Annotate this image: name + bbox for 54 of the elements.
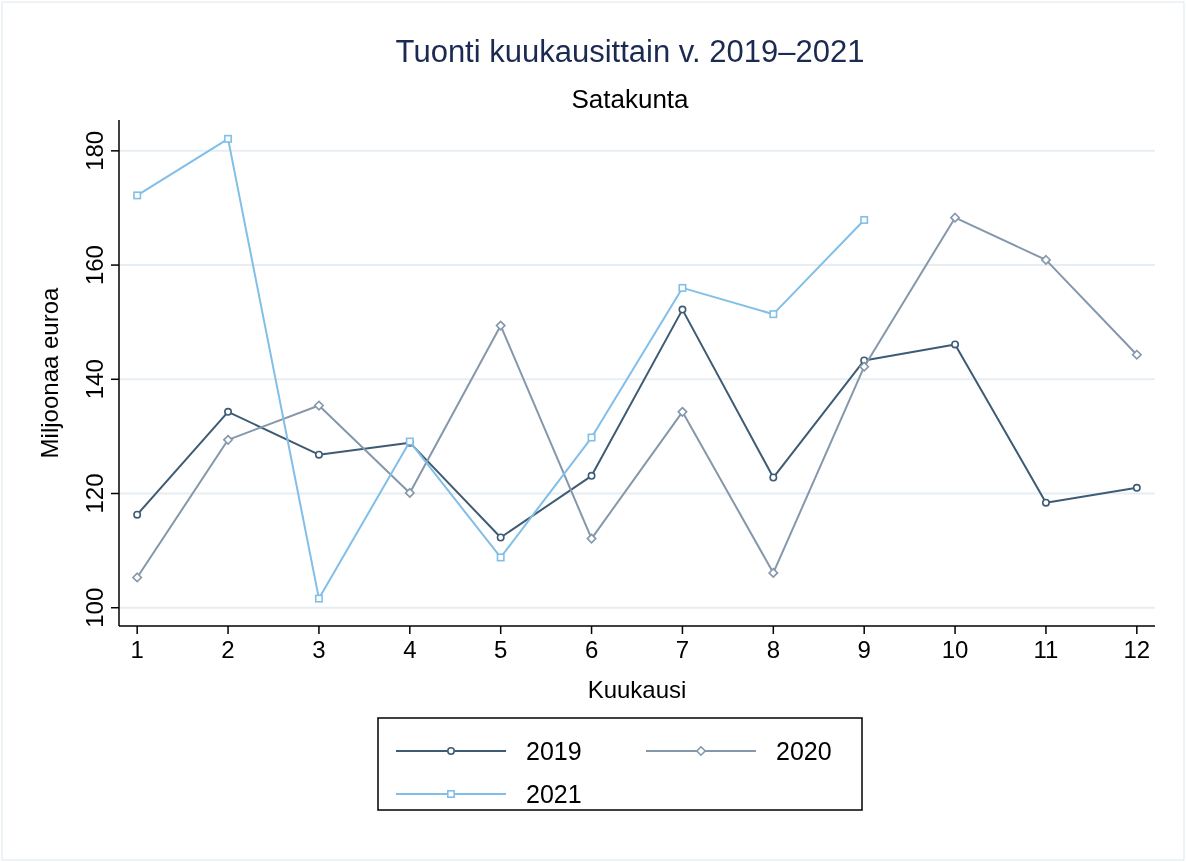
x-tick-label: 11 bbox=[1033, 636, 1059, 663]
point bbox=[224, 134, 233, 143]
point bbox=[860, 215, 869, 224]
y-tick-label: 140 bbox=[81, 359, 108, 400]
point bbox=[586, 533, 597, 544]
x-tick-label: 3 bbox=[312, 636, 326, 663]
x-tick-label: 7 bbox=[675, 636, 690, 663]
x-tick-label: 12 bbox=[1123, 636, 1151, 663]
x-axis-title: Kuukausi bbox=[587, 676, 687, 703]
x-tick-label: 1 bbox=[130, 636, 144, 663]
point bbox=[769, 473, 778, 482]
legend-label: 2019 bbox=[526, 737, 582, 765]
point bbox=[768, 567, 779, 578]
point bbox=[314, 450, 323, 459]
y-axis-title: Miljoonaa euroa bbox=[36, 286, 63, 459]
point bbox=[133, 191, 142, 200]
point bbox=[859, 361, 870, 372]
y-tick-label: 160 bbox=[81, 245, 108, 286]
x-tick-label: 8 bbox=[766, 636, 780, 663]
point bbox=[133, 510, 142, 519]
y-tick-label: 180 bbox=[81, 130, 108, 171]
point bbox=[951, 340, 960, 349]
point bbox=[587, 433, 596, 442]
legend-label: 2021 bbox=[526, 780, 582, 808]
x-tick-label: 6 bbox=[584, 636, 599, 663]
y-tick-label: 100 bbox=[81, 587, 108, 628]
point bbox=[1131, 349, 1142, 360]
x-tick-label: 4 bbox=[403, 636, 417, 663]
point bbox=[587, 471, 596, 480]
y-tick-label: 120 bbox=[81, 473, 108, 514]
point bbox=[678, 305, 687, 314]
point bbox=[769, 310, 778, 319]
point bbox=[314, 594, 323, 603]
x-tick-label: 2 bbox=[221, 636, 235, 663]
point bbox=[132, 572, 143, 583]
x-tick-label: 9 bbox=[857, 636, 871, 663]
point bbox=[223, 434, 234, 445]
point bbox=[950, 212, 961, 223]
point bbox=[1132, 483, 1141, 492]
point bbox=[496, 553, 505, 562]
point bbox=[677, 406, 688, 417]
chart-title: Tuonti kuukausittain v. 2019–2021 bbox=[395, 34, 865, 69]
point bbox=[496, 533, 505, 542]
point bbox=[678, 283, 687, 292]
legend-label: 2020 bbox=[776, 737, 832, 765]
point bbox=[224, 407, 233, 416]
chart-subtitle: Satakunta bbox=[571, 84, 690, 114]
x-tick-label: 10 bbox=[941, 636, 969, 663]
x-tick-label: 5 bbox=[494, 636, 508, 663]
point bbox=[495, 320, 506, 331]
point bbox=[1041, 498, 1050, 507]
point bbox=[313, 400, 324, 411]
point bbox=[404, 487, 415, 498]
point bbox=[1040, 254, 1051, 265]
